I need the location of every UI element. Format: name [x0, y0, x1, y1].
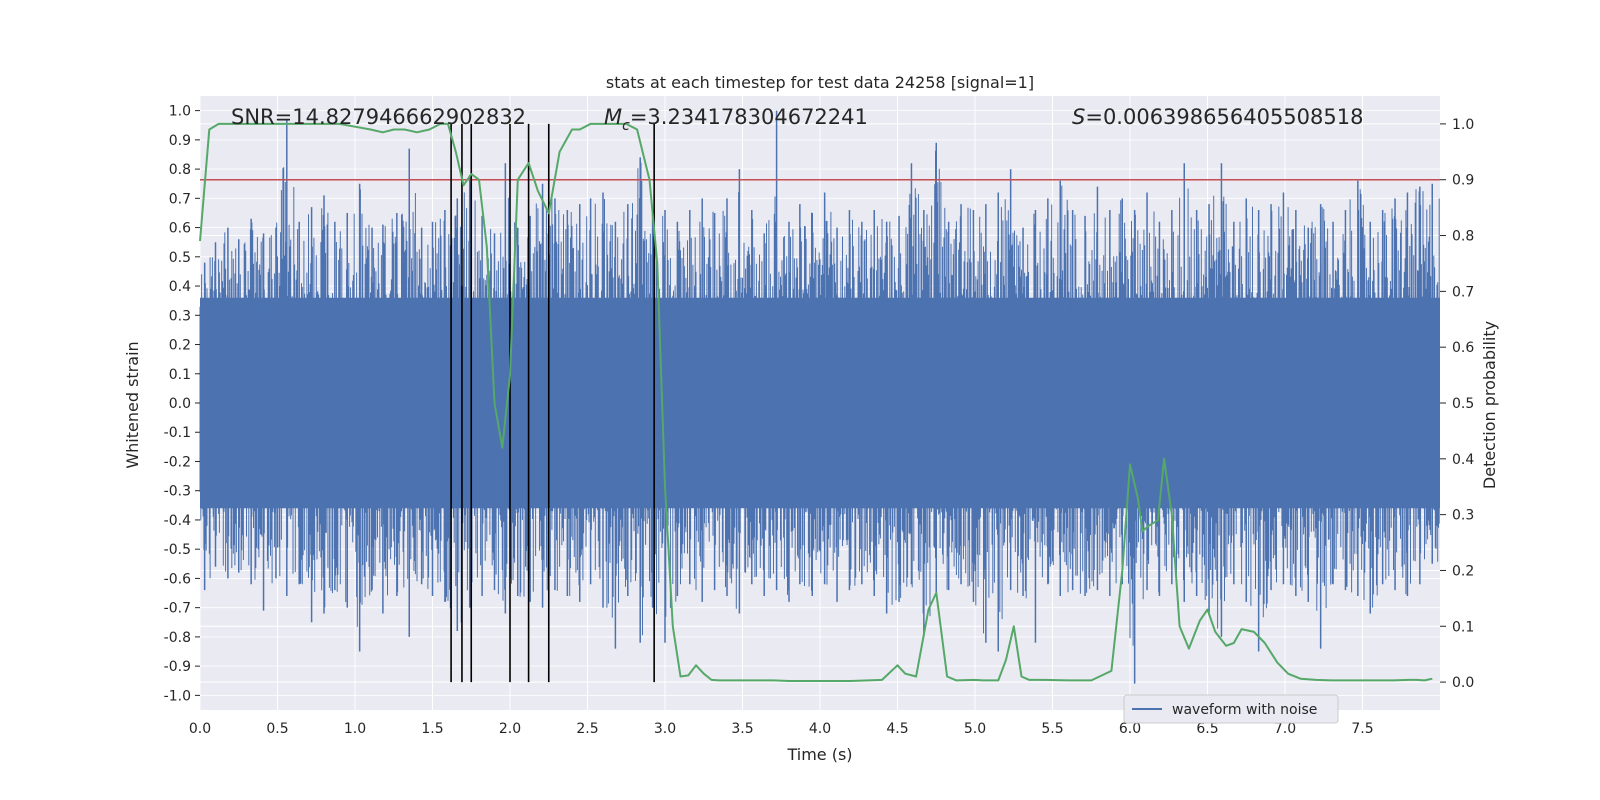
x-tick-label: 2.5	[576, 721, 598, 737]
y2-tick-label: 0.8	[1452, 229, 1474, 245]
x-tick-label: 4.0	[809, 721, 831, 737]
y-tick-labels: 1.0 0.9 0.8 0.7 0.6 0.5 0.4 0.3 0.2 0.1 0.0 -0.1 -0.…	[164, 104, 200, 704]
y-tick-label: -0.7	[164, 601, 191, 617]
y-tick-label: 0.0	[169, 396, 191, 412]
y-tick-label: 0.8	[169, 162, 191, 178]
y-tick-label: 0.6	[169, 221, 191, 237]
y-tick-label: 0.4	[169, 279, 191, 295]
legend-box	[1123, 694, 1339, 724]
x-tick-label: 0.5	[266, 721, 288, 737]
y2-tick-label: 0.5	[1452, 396, 1474, 412]
y2-axis-label: Detection probability	[1480, 321, 1499, 489]
x-tick-labels: 0.0 0.5 1.0 1.5 2.0 2.5 3.0 3.5 4.0 4.5 5.0 5.5 6.0 6…	[189, 721, 1374, 737]
y-tick-label: -0.4	[164, 513, 191, 529]
y-tick-label: -1.0	[164, 688, 191, 704]
y-tick-label: 0.7	[169, 191, 191, 207]
y-axis-label: Whitened strain	[123, 341, 142, 468]
y-tick-label: 0.5	[169, 250, 191, 266]
x-tick-label: 3.0	[654, 721, 676, 737]
y-tick-label: 0.9	[169, 133, 191, 149]
y2-tick-label: 0.9	[1452, 173, 1474, 189]
y2-tick-label: 0.7	[1452, 284, 1474, 300]
annotation-s: S=0.006398656405508518	[1072, 105, 1363, 129]
y-tick-label: -0.2	[164, 454, 191, 470]
annotation-snr: SNR=14.827946662902832	[231, 105, 526, 129]
y-tick-label: -0.9	[164, 659, 191, 675]
detection-probability-line	[199, 122, 1433, 682]
y2-tick-labels: 1.0 0.9 0.8 0.7 0.6 0.5 0.4 0.3 0.2 0.1 0.0	[1440, 117, 1474, 691]
x-tick-label: 5.0	[964, 721, 986, 737]
legend-label: waveform with noise	[1172, 702, 1317, 718]
y-tick-label: -0.6	[164, 571, 191, 587]
event-lines-layer	[450, 123, 655, 683]
x-tick-label: 4.5	[886, 721, 908, 737]
chirp-mass-value: =3.234178304672241	[630, 105, 868, 129]
y-tick-label: 1.0	[169, 104, 191, 120]
x-tick-label: 0.0	[189, 721, 211, 737]
x-tick-label: 6.5	[1196, 721, 1218, 737]
y-tick-label: -0.8	[164, 630, 191, 646]
y-tick-label: -0.1	[164, 425, 191, 441]
legend: waveform with noise	[1123, 694, 1339, 724]
y-tick-label: 0.2	[169, 338, 191, 354]
y2-tick-label: 1.0	[1452, 117, 1474, 133]
annotation-chirp-mass: Mc=3.234178304672241	[604, 105, 868, 134]
y2-tick-label: 0.3	[1452, 508, 1474, 524]
x-tick-label: 2.0	[499, 721, 521, 737]
chirp-mass-subscript: c	[622, 118, 630, 134]
x-tick-label: 1.5	[421, 721, 443, 737]
chart-title: stats at each timestep for test data 242…	[606, 73, 1034, 92]
x-tick-label: 6.0	[1119, 721, 1141, 737]
x-axis-label: Time (s)	[786, 745, 852, 764]
x-tick-label: 1.0	[344, 721, 366, 737]
s-symbol: S	[1072, 105, 1085, 129]
waveform-noise-trace	[199, 150, 1440, 646]
y2-tick-label: 0.4	[1452, 452, 1474, 468]
x-tick-label: 5.5	[1041, 721, 1063, 737]
y2-tick-label: 0.1	[1452, 619, 1474, 635]
y2-tick-label: 0.0	[1452, 675, 1474, 691]
s-value: =0.006398656405508518	[1085, 105, 1363, 129]
chirp-mass-symbol: M	[604, 105, 622, 129]
detection-probability-series	[199, 122, 1433, 682]
x-tick-label: 7.0	[1274, 721, 1296, 737]
x-tick-label: 3.5	[731, 721, 753, 737]
y-tick-label: -0.3	[164, 484, 191, 500]
y-tick-label: -0.5	[164, 542, 191, 558]
waveform-series	[199, 110, 1440, 684]
y-tick-label: 0.1	[169, 367, 191, 383]
x-tick-label: 7.5	[1351, 721, 1373, 737]
y2-tick-label: 0.2	[1452, 563, 1474, 579]
y2-tick-label: 0.6	[1452, 340, 1474, 356]
y-tick-label: 0.3	[169, 308, 191, 324]
